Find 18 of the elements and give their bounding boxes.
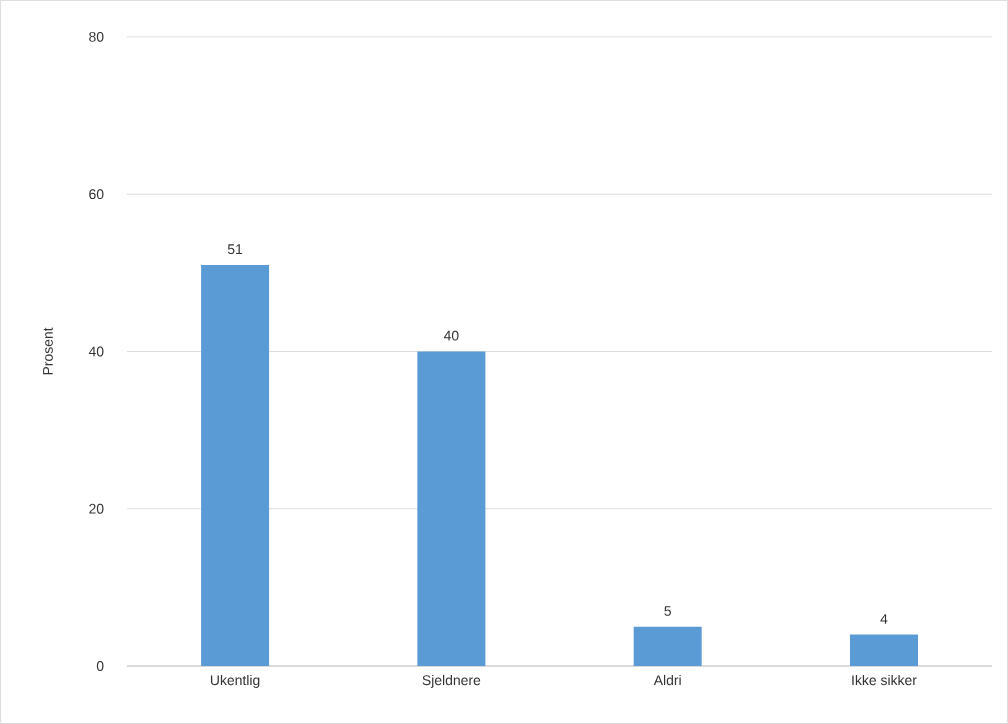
x-tick-label: Ukentlig [210, 674, 260, 688]
y-tick-label: 20 [89, 503, 104, 514]
data-label: 51 [227, 244, 243, 255]
y-tick-label: 40 [88, 346, 104, 357]
y-tick-label: 0 [96, 661, 104, 672]
bar [633, 626, 702, 667]
y-tick-label: 80 [89, 31, 104, 42]
data-label: 40 [443, 330, 459, 341]
bar [201, 264, 270, 667]
x-tick-label: Ikke sikker [852, 674, 917, 686]
data-label: 4 [880, 614, 888, 624]
y-tick-label: 60 [89, 189, 104, 200]
data-label: 5 [664, 606, 671, 616]
bar [417, 351, 486, 667]
x-tick-label: Aldri [653, 674, 681, 686]
y-axis-title: Prosent [43, 327, 53, 375]
bar [849, 634, 918, 667]
x-tick-label: Sjeldnere [422, 674, 481, 688]
